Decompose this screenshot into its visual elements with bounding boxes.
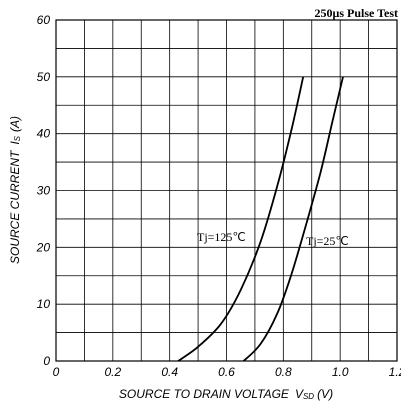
series-line-tj25 <box>242 76 344 362</box>
x-tick-label: 1.2 <box>389 365 401 379</box>
chart-title: 250μs Pulse Test <box>315 6 398 20</box>
annotation-tj25: Tj=25℃ <box>306 234 349 248</box>
x-tick-label: 0 <box>53 365 60 379</box>
annotation-tj125: Tj=125℃ <box>197 230 246 244</box>
y-axis-symbol: I <box>8 141 22 145</box>
x-axis-symbol: V <box>295 387 304 401</box>
grid <box>56 20 397 361</box>
x-tick-label: 0.2 <box>104 365 121 379</box>
x-axis-unit: (V) <box>317 387 333 401</box>
y-tick-label: 60 <box>37 13 51 27</box>
y-tick-label: 10 <box>37 297 51 311</box>
y-tick-label: 50 <box>37 70 51 84</box>
y-tick-label: 40 <box>37 127 51 141</box>
x-tick-labels: 0 0.2 0.4 0.6 0.8 1.0 1.2 <box>53 365 401 379</box>
series-group <box>177 76 344 362</box>
x-axis-label-text: SOURCE TO DRAIN VOLTAGE <box>119 387 290 401</box>
y-axis-label: SOURCE CURRENT IS (A) <box>8 116 22 264</box>
y-axis-unit: (A) <box>8 116 22 132</box>
x-tick-label: 0.4 <box>161 365 178 379</box>
series-line-tj125 <box>177 76 305 362</box>
x-tick-label: 0.6 <box>218 365 235 379</box>
x-axis-subscript: SD <box>303 392 314 401</box>
x-tick-label: 1.0 <box>332 365 349 379</box>
plot-frame <box>55 19 398 362</box>
y-axis-label-text: SOURCE CURRENT <box>8 149 22 264</box>
y-axis-subscript: S <box>13 135 22 141</box>
y-tick-label: 30 <box>37 184 51 198</box>
x-axis-label: SOURCE TO DRAIN VOLTAGE VSD (V) <box>119 387 333 401</box>
x-tick-label: 0.8 <box>275 365 292 379</box>
y-tick-label: 0 <box>43 354 50 368</box>
y-tick-labels: 0 10 20 30 40 50 60 <box>36 13 51 368</box>
y-tick-label: 20 <box>36 240 51 254</box>
